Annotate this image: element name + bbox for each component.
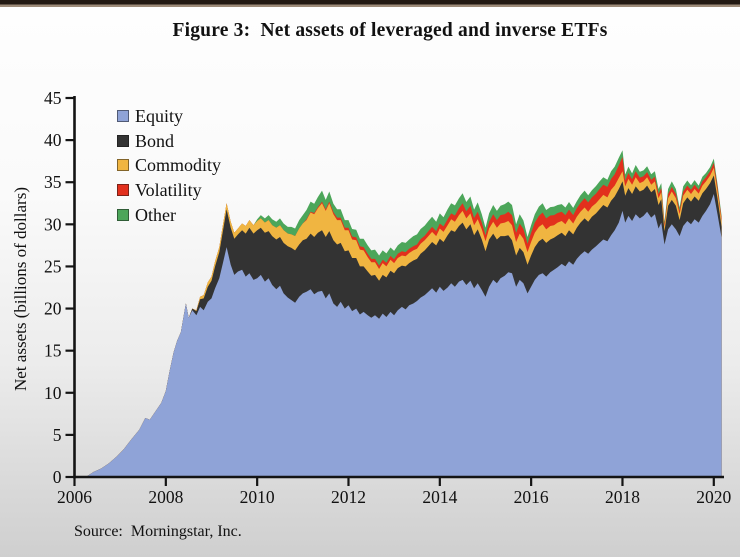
y-tick-label: 5: [53, 425, 62, 445]
other-swatch-icon: [117, 208, 129, 221]
y-tick-label: 25: [44, 256, 62, 276]
legend-label: Other: [135, 204, 176, 225]
axes-layer: 0 5 10 15 20 25 30 35 40 45 2006 2008 2010 2012 2014 20…: [44, 88, 732, 507]
equity-swatch-icon: [117, 110, 129, 123]
figure-title: Figure 3: Net assets of leveraged and in…: [172, 20, 608, 41]
y-tick-label: 45: [44, 88, 62, 108]
legend-item-equity: Equity: [117, 104, 221, 129]
x-tick-label: 2020: [696, 487, 731, 507]
x-tick-label: 2006: [57, 487, 92, 507]
legend-item-other: Other: [117, 202, 221, 227]
y-tick-label: 35: [44, 172, 62, 192]
legend-label: Bond: [135, 130, 175, 151]
x-tick-label: 2018: [605, 487, 640, 507]
legend-item-volatility: Volatility: [117, 178, 221, 203]
y-tick-label: 15: [44, 341, 62, 361]
legend-item-bond: Bond: [117, 129, 221, 154]
commodity-swatch-icon: [117, 159, 129, 172]
x-tick-label: 2012: [331, 487, 366, 507]
y-tick-label: 40: [44, 130, 62, 150]
x-tick-label: 2016: [514, 487, 549, 507]
legend-label: Equity: [135, 106, 183, 127]
x-tick-label: 2008: [148, 487, 183, 507]
bond-swatch-icon: [117, 134, 129, 147]
legend-label: Commodity: [135, 155, 222, 176]
x-tick-label: 2010: [240, 487, 275, 507]
y-tick-label: 0: [53, 467, 62, 487]
y-tick-label: 10: [44, 383, 62, 403]
legend-item-commodity: Commodity: [117, 153, 221, 178]
source-note: Source: Morningstar, Inc.: [74, 523, 242, 540]
areas-layer: [85, 150, 722, 477]
area-equity: [85, 194, 722, 477]
y-tick-label: 20: [44, 299, 62, 319]
y-tick-label: 30: [44, 214, 62, 234]
volatility-swatch-icon: [117, 184, 129, 197]
legend-label: Volatility: [135, 180, 202, 201]
window-top-edge: [0, 0, 740, 7]
chart-legend: Equity Bond Commodity Volatility Other: [117, 104, 221, 227]
y-axis-label: Net assets (billions of dollars): [11, 187, 30, 391]
x-tick-label: 2014: [422, 487, 457, 507]
